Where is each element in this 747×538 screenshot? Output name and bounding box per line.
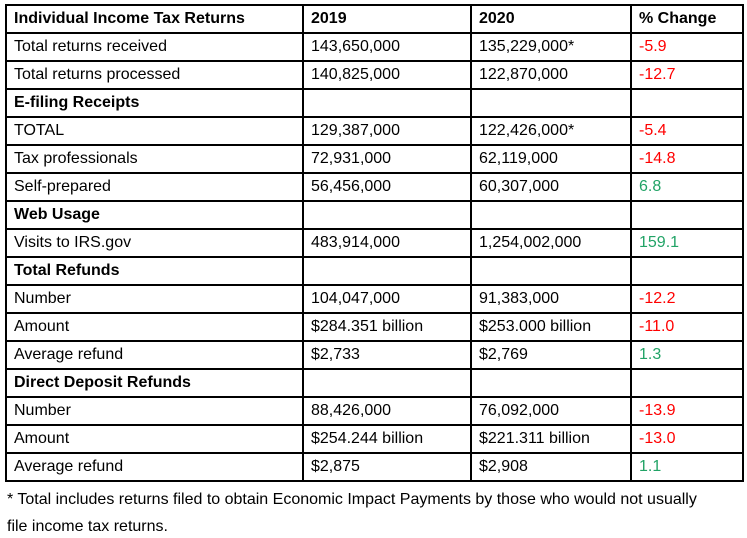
row-label-cell: Visits to IRS.gov — [5, 228, 304, 258]
row-label-cell: Number — [5, 396, 304, 426]
tax-table: Individual Income Tax Returns 2019 2020 … — [5, 4, 744, 482]
tax-table-body: Total returns received 143,650,000 135,229… — [5, 32, 744, 482]
table-row: Amount $284.351 billion $253.000 billion -1… — [5, 312, 744, 342]
pct-change-cell: -13.0 — [630, 424, 744, 454]
table-row: Number 104,047,000 91,383,000 -12.2 — [5, 284, 744, 314]
table-row: Average refund $2,733 $2,769 1.3 — [5, 340, 744, 370]
empty-2020-cell — [470, 256, 632, 286]
empty-change-cell — [630, 88, 744, 118]
value-2019-cell: $2,733 — [302, 340, 472, 370]
value-2020-cell: $221.311 billion — [470, 424, 632, 454]
footnote: * Total includes returns filed to obtain… — [7, 491, 697, 535]
empty-2019-cell — [302, 200, 472, 230]
column-header-title: Individual Income Tax Returns — [5, 4, 304, 34]
table-row: TOTAL 129,387,000 122,426,000* -5.4 — [5, 116, 744, 146]
row-label-cell: Average refund — [5, 340, 304, 370]
table-row: Number 88,426,000 76,092,000 -13.9 — [5, 396, 744, 426]
empty-2020-cell — [470, 88, 632, 118]
table-row: Amount $254.244 billion $221.311 billion -1… — [5, 424, 744, 454]
row-label-cell: Number — [5, 284, 304, 314]
section-row: Total Refunds — [5, 256, 744, 286]
value-2019-cell: 72,931,000 — [302, 144, 472, 174]
empty-change-cell — [630, 368, 744, 398]
value-2020-cell: 60,307,000 — [470, 172, 632, 202]
value-2019-cell: $2,875 — [302, 452, 472, 482]
pct-change-cell: -5.4 — [630, 116, 744, 146]
table-row: Self-prepared 56,456,000 60,307,000 6.8 — [5, 172, 744, 202]
value-2019-cell: $284.351 billion — [302, 312, 472, 342]
empty-2019-cell — [302, 368, 472, 398]
row-label-cell: Total returns processed — [5, 60, 304, 90]
section-row: Direct Deposit Refunds — [5, 368, 744, 398]
value-2019-cell: 483,914,000 — [302, 228, 472, 258]
value-2020-cell: 62,119,000 — [470, 144, 632, 174]
section-label-cell: Total Refunds — [5, 256, 304, 286]
empty-change-cell — [630, 256, 744, 286]
empty-2020-cell — [470, 368, 632, 398]
section-label-cell: Web Usage — [5, 200, 304, 230]
column-header-2020: 2020 — [470, 4, 632, 34]
value-2019-cell: 56,456,000 — [302, 172, 472, 202]
value-2019-cell: 140,825,000 — [302, 60, 472, 90]
value-2019-cell: 88,426,000 — [302, 396, 472, 426]
pct-change-cell: -14.8 — [630, 144, 744, 174]
column-header-change: % Change — [630, 4, 744, 34]
value-2019-cell: 104,047,000 — [302, 284, 472, 314]
table-row: Average refund $2,875 $2,908 1.1 — [5, 452, 744, 482]
row-label-cell: TOTAL — [5, 116, 304, 146]
value-2019-cell: 129,387,000 — [302, 116, 472, 146]
column-header-2019: 2019 — [302, 4, 472, 34]
value-2020-cell: 76,092,000 — [470, 396, 632, 426]
value-2020-cell: 1,254,002,000 — [470, 228, 632, 258]
pct-change-cell: -5.9 — [630, 32, 744, 62]
pct-change-cell: 1.1 — [630, 452, 744, 482]
pct-change-cell: -12.2 — [630, 284, 744, 314]
pct-change-cell: -12.7 — [630, 60, 744, 90]
value-2020-cell: $2,769 — [470, 340, 632, 370]
value-2020-cell: $253.000 billion — [470, 312, 632, 342]
row-label-cell: Self-prepared — [5, 172, 304, 202]
value-2019-cell: 143,650,000 — [302, 32, 472, 62]
header-row: Individual Income Tax Returns 2019 2020 … — [5, 4, 744, 34]
pct-change-cell: -13.9 — [630, 396, 744, 426]
empty-2019-cell — [302, 256, 472, 286]
value-2020-cell: 135,229,000* — [470, 32, 632, 62]
value-2020-cell: 122,426,000* — [470, 116, 632, 146]
pct-change-cell: 159.1 — [630, 228, 744, 258]
row-label-cell: Tax professionals — [5, 144, 304, 174]
section-row: E-filing Receipts — [5, 88, 744, 118]
table-row: Total returns received 143,650,000 135,229… — [5, 32, 744, 62]
empty-2020-cell — [470, 200, 632, 230]
section-row: Web Usage — [5, 200, 744, 230]
pct-change-cell: -11.0 — [630, 312, 744, 342]
row-label-cell: Average refund — [5, 452, 304, 482]
empty-2019-cell — [302, 88, 472, 118]
section-label-cell: E-filing Receipts — [5, 88, 304, 118]
row-label-cell: Amount — [5, 312, 304, 342]
value-2020-cell: 122,870,000 — [470, 60, 632, 90]
row-label-cell: Amount — [5, 424, 304, 454]
section-label-cell: Direct Deposit Refunds — [5, 368, 304, 398]
pct-change-cell: 1.3 — [630, 340, 744, 370]
table-row: Tax professionals 72,931,000 62,119,000 -14… — [5, 144, 744, 174]
empty-change-cell — [630, 200, 744, 230]
value-2019-cell: $254.244 billion — [302, 424, 472, 454]
table-row: Total returns processed 140,825,000 122,87… — [5, 60, 744, 90]
row-label-cell: Total returns received — [5, 32, 304, 62]
value-2020-cell: 91,383,000 — [470, 284, 632, 314]
pct-change-cell: 6.8 — [630, 172, 744, 202]
table-row: Visits to IRS.gov 483,914,000 1,254,002,00… — [5, 228, 744, 258]
value-2020-cell: $2,908 — [470, 452, 632, 482]
